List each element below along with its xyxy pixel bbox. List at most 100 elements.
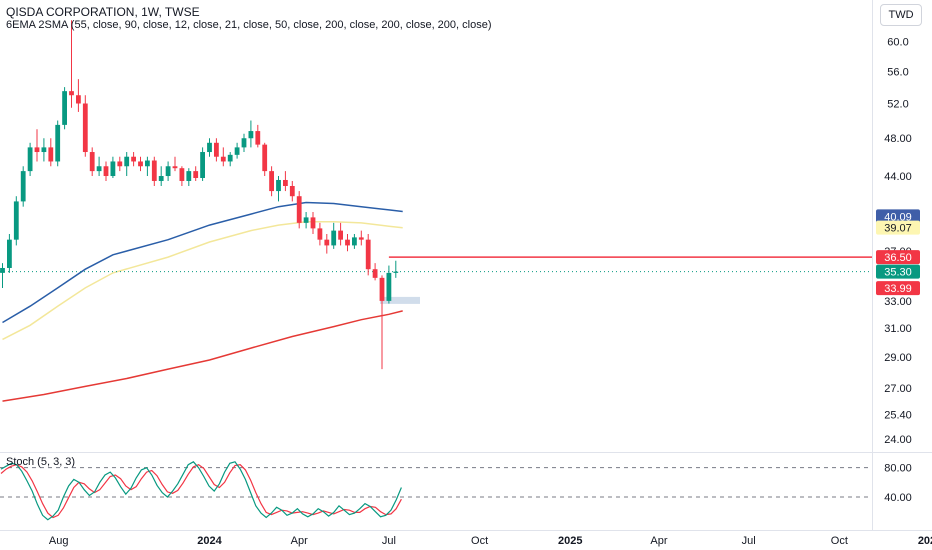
candle[interactable] [193, 166, 199, 181]
price-label: 33.99 [876, 281, 920, 296]
candle-body [131, 156, 136, 162]
candle-body [241, 138, 247, 148]
candle[interactable] [269, 166, 274, 197]
candle[interactable] [386, 265, 392, 304]
candle[interactable] [262, 142, 268, 177]
candle[interactable] [283, 171, 288, 192]
candle[interactable] [179, 166, 185, 186]
candle[interactable] [207, 138, 212, 157]
ma-line-2 [2, 221, 403, 341]
price-lines [0, 256, 872, 304]
candle[interactable] [186, 168, 192, 186]
candle[interactable] [138, 156, 143, 172]
time-tick-label: 2025 [558, 535, 582, 547]
stoch-d-line [0, 464, 402, 519]
price-label-bg [876, 220, 920, 235]
candle[interactable] [27, 142, 33, 177]
candle[interactable] [117, 156, 123, 172]
candle[interactable] [234, 142, 240, 159]
candle[interactable] [69, 20, 74, 108]
candle-body [124, 156, 130, 167]
candle[interactable] [13, 196, 19, 246]
candle[interactable] [55, 120, 61, 167]
candle[interactable] [62, 87, 67, 130]
candle[interactable] [103, 161, 109, 181]
candle[interactable] [89, 147, 95, 177]
candle[interactable] [124, 152, 130, 177]
candle-body [262, 144, 268, 172]
candle[interactable] [358, 230, 364, 246]
candle[interactable] [200, 147, 205, 181]
price-tick-label: 24.00 [884, 434, 912, 446]
candle[interactable] [365, 233, 371, 276]
candle[interactable] [324, 233, 330, 254]
candle[interactable] [241, 133, 247, 153]
candle[interactable] [331, 222, 337, 249]
candle[interactable] [379, 275, 385, 370]
candle-body [145, 160, 150, 167]
candle[interactable] [352, 233, 357, 249]
candle[interactable] [41, 138, 47, 162]
candle-body [227, 154, 233, 162]
candle-body [13, 201, 19, 240]
candle[interactable] [393, 260, 399, 278]
candle[interactable] [158, 166, 164, 186]
stochastic-pane[interactable]: 80.00 40.00 [0, 461, 912, 521]
candle[interactable] [76, 79, 81, 112]
stoch-level-label: 40.00 [884, 492, 912, 504]
stoch-legend[interactable]: Stoch (5, 3, 3) [6, 456, 76, 468]
time-axis[interactable]: Aug 2024 Apr Jul Oct 2025 Apr Jul Oct 2026 [49, 535, 932, 547]
candle[interactable] [131, 152, 136, 167]
candle[interactable] [82, 95, 88, 157]
price-label: 36.50 [876, 250, 920, 265]
price-tick-label: 27.00 [884, 383, 912, 395]
candle-body [179, 168, 185, 181]
candle[interactable] [0, 263, 5, 288]
candle[interactable] [303, 212, 309, 229]
candle[interactable] [220, 147, 226, 167]
candle[interactable] [310, 212, 316, 234]
ma-line-3 [2, 310, 403, 402]
candle-body [331, 230, 337, 246]
candle[interactable] [372, 263, 378, 281]
moving-averages [2, 201, 403, 402]
candle[interactable] [151, 156, 157, 186]
candle[interactable] [317, 222, 323, 246]
candle-body [207, 142, 212, 153]
candle[interactable] [276, 176, 281, 202]
price-tick-label: 29.00 [884, 352, 912, 364]
candle[interactable] [255, 124, 261, 148]
candle-body [20, 171, 26, 202]
candle[interactable] [296, 191, 302, 229]
candle[interactable] [227, 152, 233, 167]
candle[interactable] [289, 180, 295, 202]
candle[interactable] [48, 138, 54, 167]
candle[interactable] [20, 166, 26, 207]
candle[interactable] [34, 129, 40, 162]
candle-body [303, 217, 309, 223]
candle[interactable] [345, 233, 350, 252]
indicator-legend[interactable]: 6EMA 2SMA (55, close, 90, close, 12, clo… [6, 19, 492, 31]
time-tick-label: Oct [831, 535, 848, 547]
price-label-text: 33.99 [884, 283, 912, 295]
candles[interactable] [0, 20, 399, 370]
candle[interactable] [214, 138, 219, 162]
candle[interactable] [96, 156, 102, 177]
price-label-text: 40.09 [884, 211, 912, 223]
candle-body [138, 161, 143, 167]
candle[interactable] [145, 156, 150, 177]
candle-body [248, 131, 254, 139]
price-axis[interactable]: 60.056.052.048.0044.0037.0033.0031.0029.… [884, 36, 912, 446]
candle[interactable] [338, 222, 343, 246]
time-tick-label: Oct [471, 535, 488, 547]
candle[interactable] [7, 233, 12, 273]
candle[interactable] [110, 156, 116, 178]
candle[interactable] [248, 120, 254, 148]
currency-button[interactable]: TWD [880, 4, 922, 26]
price-tick-label: 56.0 [887, 66, 908, 78]
price-label-text: 39.07 [884, 223, 912, 235]
candle[interactable] [172, 156, 178, 172]
candle[interactable] [165, 161, 171, 181]
